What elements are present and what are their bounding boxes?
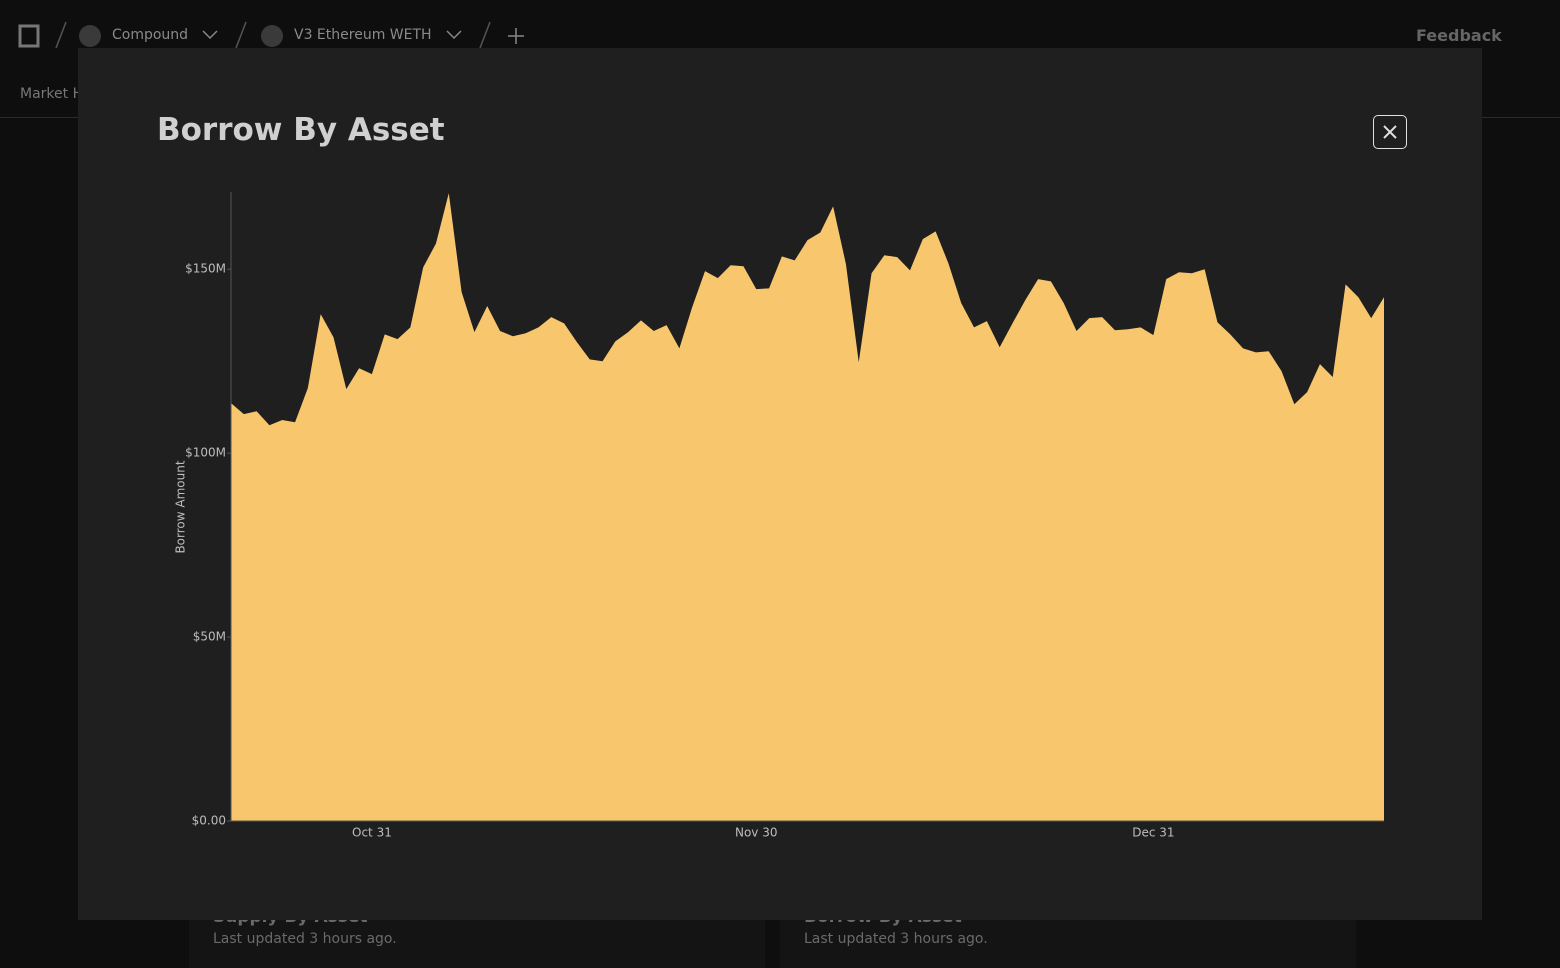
eth-icon	[261, 25, 283, 47]
card-updated: Last updated 3 hours ago.	[804, 931, 988, 947]
card-updated: Last updated 3 hours ago.	[213, 931, 397, 947]
close-icon	[1383, 125, 1397, 139]
market-select[interactable]: V3 Ethereum WETH	[294, 27, 432, 43]
close-button[interactable]	[1373, 115, 1407, 149]
separator	[235, 21, 247, 49]
separator	[55, 21, 67, 49]
y-tick-label: $150M	[185, 262, 226, 276]
tab[interactable]: Market H	[20, 86, 84, 102]
y-axis-label: Borrow Amount	[174, 460, 188, 553]
chevron[interactable]	[446, 30, 462, 40]
chevron[interactable]	[202, 30, 218, 40]
x-tick-label: Dec 31	[1132, 826, 1174, 840]
modal-title: Borrow By Asset	[157, 112, 445, 148]
x-tick-label: Nov 30	[735, 826, 778, 840]
feedback[interactable]: Feedback	[1416, 26, 1502, 45]
logo[interactable]	[18, 24, 40, 48]
compound-icon	[79, 25, 101, 47]
y-tick-label: $100M	[185, 446, 226, 460]
x-tick-label: Oct 31	[352, 826, 392, 840]
separator	[479, 21, 491, 49]
y-tick-label: $50M	[193, 630, 226, 644]
y-tick-label: $0.00	[192, 814, 226, 828]
project-select[interactable]: Compound	[112, 27, 189, 43]
area	[231, 193, 1384, 821]
add-button[interactable]	[508, 28, 524, 44]
